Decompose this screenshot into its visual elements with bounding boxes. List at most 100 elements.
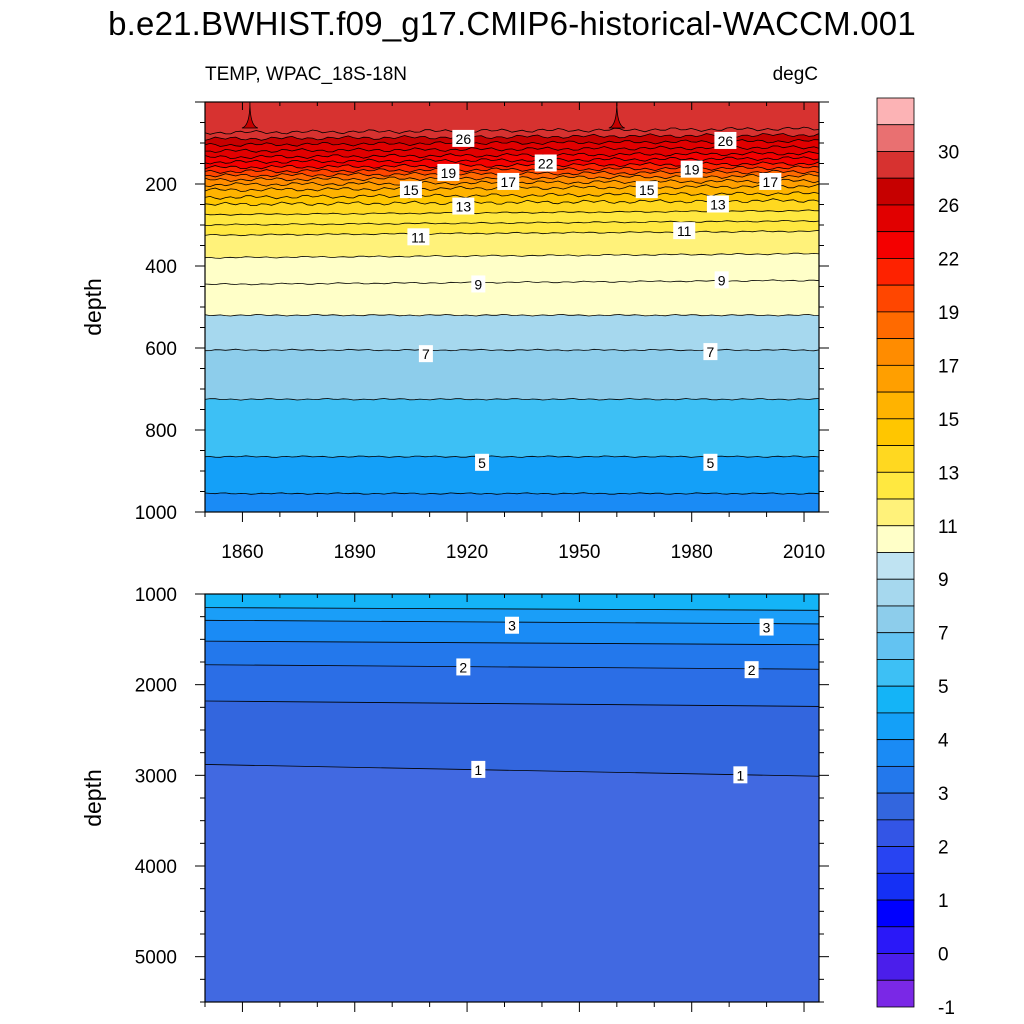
lower-contour-line xyxy=(204,700,820,707)
colorbar-label: 11 xyxy=(938,517,958,538)
variable-region-label: TEMP, WPAC_18S-18N xyxy=(205,64,408,85)
contour-label-box xyxy=(456,658,471,676)
upper-contour-line xyxy=(205,229,819,237)
colorbar-swatch xyxy=(876,124,915,152)
colorbar-swatch xyxy=(876,258,915,286)
colorbar-swatch xyxy=(876,364,915,393)
colorbar-label: 0 xyxy=(938,945,949,966)
colorbar-swatch xyxy=(876,231,915,259)
colorbar-swatch xyxy=(876,338,915,366)
colorbar-label: 1 xyxy=(938,891,949,912)
contour-label-box xyxy=(407,228,430,246)
y-axis-title: depth xyxy=(80,278,106,336)
contour-label: 17 xyxy=(763,174,779,190)
contour-label: 3 xyxy=(508,618,516,634)
contour-label: 2 xyxy=(748,662,756,678)
colorbar-label: 22 xyxy=(938,249,959,270)
contour-label-box xyxy=(706,195,729,213)
colorbar-swatch xyxy=(876,552,915,580)
y-tick-label: 1000 xyxy=(135,585,177,606)
upper-contour-line xyxy=(205,314,819,317)
contour-label: 13 xyxy=(456,199,472,215)
lower-panel: 3 3 2 2 1 1 1000 2000 3000 4000 5000 depth xyxy=(80,585,829,1012)
colorbar-swatch xyxy=(876,979,915,1008)
y-tick-label: 3000 xyxy=(135,766,177,787)
colorbar-swatch xyxy=(876,846,915,874)
colorbar-swatch xyxy=(876,739,915,767)
colorbar-swatch xyxy=(876,471,915,500)
contour-label: 15 xyxy=(403,182,419,198)
contour-label: 26 xyxy=(456,131,472,147)
upper-contour-line xyxy=(205,126,819,135)
upper-contour-line xyxy=(205,165,819,174)
contour-label-box xyxy=(733,766,748,784)
lower-contour-line xyxy=(204,664,820,670)
upper-contour-line xyxy=(205,161,819,170)
contour-label-box xyxy=(418,345,433,363)
colorbar-swatch xyxy=(876,177,915,206)
colorbar-swatch xyxy=(876,819,915,847)
colorbar-swatch xyxy=(876,872,915,901)
contour-label: 9 xyxy=(718,272,726,288)
x-tick-label: 1950 xyxy=(558,542,600,563)
contour-label: 11 xyxy=(411,229,426,245)
contour-label: 17 xyxy=(500,174,516,190)
upper-field xyxy=(205,102,819,512)
upper-panel: 26 26 22 19 19 17 17 15 15 13 13 11 11 9 9 7 7 5 5 1860 1890… xyxy=(80,101,829,563)
colorbar-label: 5 xyxy=(938,677,949,698)
y-tick-label: 800 xyxy=(145,421,177,442)
chart-title: b.e21.BWHIST.f09_g17.CMIP6-historical-WA… xyxy=(108,5,916,42)
y-axis-title: depth xyxy=(80,769,106,827)
colorbar-swatch xyxy=(876,418,915,446)
colorbar-swatch xyxy=(876,685,915,714)
upper-contour-line xyxy=(205,492,819,495)
lower-band xyxy=(205,764,819,1002)
contour-label-box xyxy=(703,343,718,361)
contour-label-box xyxy=(534,154,557,172)
x-tick-label: 2010 xyxy=(783,542,825,563)
colorbar-label: 9 xyxy=(938,570,949,591)
colorbar-swatch xyxy=(876,204,915,233)
y-tick-label: 600 xyxy=(145,339,177,360)
colorbar-label: 7 xyxy=(938,624,949,645)
colorbar-swatch xyxy=(876,578,915,607)
contour-label-box xyxy=(673,222,696,240)
colorbar-label: 4 xyxy=(938,731,949,752)
upper-contour-line xyxy=(205,191,819,200)
contour-label-box xyxy=(714,131,737,149)
colorbar-swatch xyxy=(876,284,915,313)
upper-contour-line xyxy=(205,398,819,401)
contour-label-box xyxy=(452,129,475,147)
y-tick-label: 2000 xyxy=(135,676,177,697)
y-tick-label: 200 xyxy=(145,175,177,196)
contour-label-box xyxy=(437,163,460,181)
colorbar-label: -1 xyxy=(938,998,955,1019)
contour-label-box xyxy=(635,181,658,199)
lower-contour-line xyxy=(204,764,820,777)
contour-label: 5 xyxy=(707,455,715,471)
upper-contour-line xyxy=(205,156,819,165)
colorbar-swatch xyxy=(876,498,915,527)
contour-label: 22 xyxy=(538,156,554,172)
contour-label-box xyxy=(703,453,718,471)
contour-label: 11 xyxy=(677,223,692,239)
upper-contour-line xyxy=(205,252,819,259)
colorbar-swatch xyxy=(876,712,915,741)
colorbar-swatch xyxy=(876,151,915,179)
upper-contour-line xyxy=(205,151,819,160)
x-tick-label: 1980 xyxy=(671,542,713,563)
contour-label-box xyxy=(505,616,519,634)
colorbar-swatch xyxy=(876,311,915,340)
y-tick-label: 400 xyxy=(145,257,177,278)
colorbar-label: 30 xyxy=(938,142,959,163)
contour-label: 19 xyxy=(684,162,700,178)
contour-label-box xyxy=(680,160,703,178)
colorbar-label: 17 xyxy=(938,356,959,377)
colorbar-swatch xyxy=(876,391,915,420)
lower-contour-line xyxy=(204,640,820,646)
contour-label-box xyxy=(471,760,486,778)
contour-label-box xyxy=(471,275,486,293)
contour-label: 2 xyxy=(459,659,467,675)
